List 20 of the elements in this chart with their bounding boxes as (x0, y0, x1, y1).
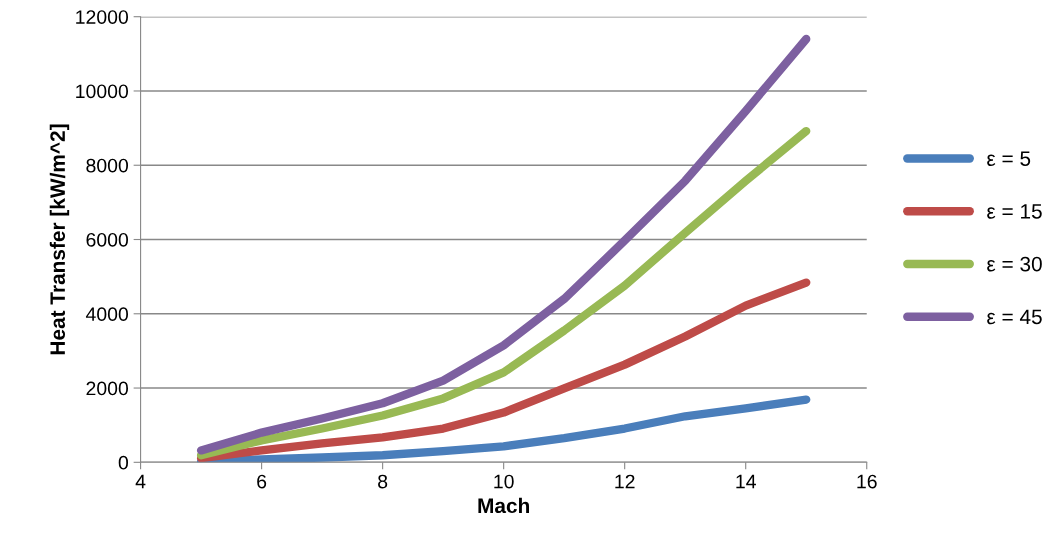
y-axis-title: Heat Transfer [kW/m^2] (49, 124, 70, 355)
legend-label: ε = 45 (987, 309, 1042, 325)
x-tick-label: 4 (135, 474, 146, 489)
y-tick-label: 8000 (86, 158, 129, 173)
x-tick-label: 12 (615, 474, 635, 489)
y-tick-label: 0 (118, 455, 129, 470)
x-axis-title: Mach (478, 497, 529, 514)
y-tick-label: 2000 (86, 381, 129, 396)
y-tick-label: 6000 (86, 232, 129, 247)
x-tick-label: 10 (494, 474, 514, 489)
legend-label: ε = 15 (987, 204, 1042, 219)
x-tick-label: 6 (257, 474, 267, 489)
x-tick-label: 14 (736, 474, 756, 489)
legend-label: ε = 30 (987, 256, 1042, 272)
y-tick-label: 10000 (76, 84, 129, 99)
y-tick-label: 12000 (76, 10, 129, 24)
y-tick-label: 4000 (85, 307, 129, 322)
x-tick-label: 8 (378, 474, 388, 489)
legend-label: ε = 5 (987, 151, 1031, 166)
x-tick-label: 16 (857, 474, 877, 489)
